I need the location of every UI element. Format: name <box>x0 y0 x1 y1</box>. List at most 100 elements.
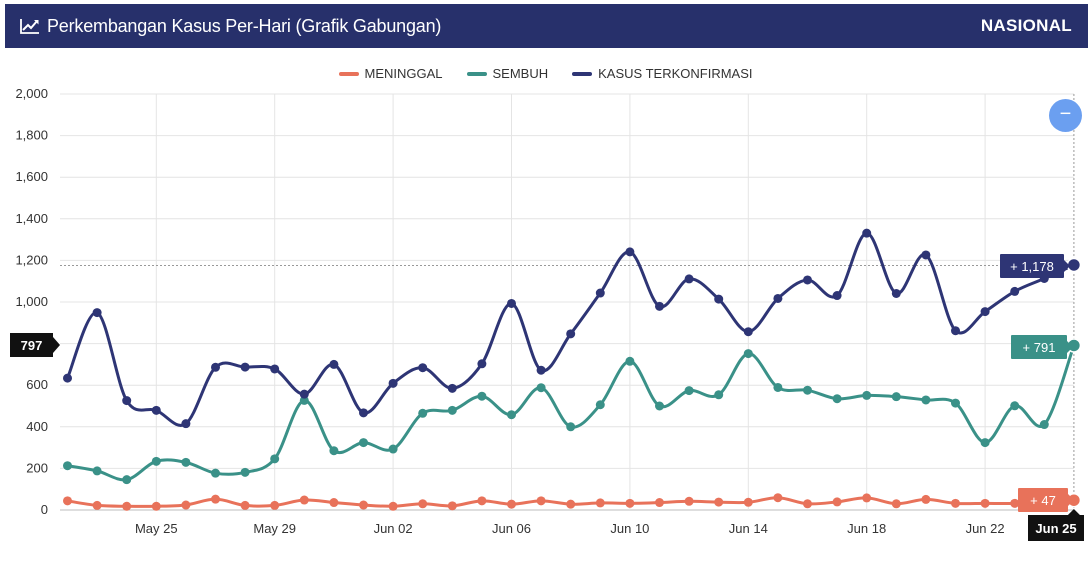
data-point[interactable] <box>507 499 516 509</box>
legend-item-meninggal[interactable]: MENINGGAL <box>338 66 443 81</box>
data-point[interactable] <box>270 500 280 510</box>
data-point[interactable] <box>773 493 783 503</box>
data-point[interactable] <box>684 386 694 396</box>
data-point[interactable] <box>714 390 724 400</box>
data-point[interactable] <box>477 359 487 369</box>
data-point[interactable] <box>1066 257 1082 273</box>
data-point[interactable] <box>1039 420 1049 430</box>
data-point[interactable] <box>980 438 990 448</box>
data-point[interactable] <box>63 496 72 506</box>
data-point[interactable] <box>388 444 398 454</box>
data-point[interactable] <box>122 396 132 406</box>
data-point[interactable] <box>240 467 250 477</box>
data-point[interactable] <box>211 468 220 478</box>
data-point[interactable] <box>921 250 931 260</box>
data-point[interactable] <box>1010 401 1020 411</box>
data-point[interactable] <box>655 498 664 508</box>
data-point[interactable] <box>566 329 576 339</box>
legend-item-kasus[interactable]: KASUS TERKONFIRMASI <box>572 66 752 81</box>
data-point[interactable] <box>211 362 220 372</box>
data-point[interactable] <box>862 493 872 503</box>
data-point[interactable] <box>329 498 339 508</box>
zoom-out-button[interactable]: − <box>1049 99 1082 132</box>
data-point[interactable] <box>832 291 842 301</box>
data-point[interactable] <box>240 500 250 510</box>
data-point[interactable] <box>714 497 724 507</box>
data-point[interactable] <box>595 498 605 508</box>
data-point[interactable] <box>92 308 102 318</box>
data-point[interactable] <box>891 499 901 509</box>
data-point[interactable] <box>862 390 872 400</box>
data-point[interactable] <box>536 383 546 393</box>
data-point[interactable] <box>803 275 812 285</box>
data-point[interactable] <box>832 497 842 507</box>
data-point[interactable] <box>625 356 635 366</box>
data-point[interactable] <box>299 389 309 399</box>
data-point[interactable] <box>862 228 872 238</box>
data-point[interactable] <box>299 495 309 505</box>
data-point[interactable] <box>655 401 664 411</box>
data-point[interactable] <box>329 359 339 369</box>
data-point[interactable] <box>63 461 72 471</box>
data-point[interactable] <box>240 362 250 372</box>
data-point[interactable] <box>151 405 161 415</box>
data-point[interactable] <box>388 501 398 511</box>
data-point[interactable] <box>625 498 635 508</box>
data-point[interactable] <box>595 400 605 410</box>
data-point[interactable] <box>1010 286 1020 296</box>
data-point[interactable] <box>92 466 102 476</box>
data-point[interactable] <box>418 363 428 373</box>
data-point[interactable] <box>151 501 161 511</box>
data-point[interactable] <box>181 419 191 429</box>
data-point[interactable] <box>122 501 132 511</box>
data-point[interactable] <box>270 364 280 374</box>
data-point[interactable] <box>684 496 694 506</box>
data-point[interactable] <box>832 394 842 404</box>
data-point[interactable] <box>773 382 783 392</box>
data-point[interactable] <box>92 500 102 510</box>
data-point[interactable] <box>1010 498 1020 508</box>
data-point[interactable] <box>743 497 753 507</box>
data-point[interactable] <box>388 378 398 388</box>
data-point[interactable] <box>625 247 635 257</box>
data-point[interactable] <box>566 499 576 509</box>
data-point[interactable] <box>151 456 161 466</box>
data-point[interactable] <box>980 307 990 317</box>
data-point[interactable] <box>951 326 960 336</box>
data-point[interactable] <box>803 499 812 509</box>
data-point[interactable] <box>447 383 457 393</box>
data-point[interactable] <box>477 496 487 506</box>
data-point[interactable] <box>359 408 368 418</box>
data-point[interactable] <box>211 494 220 504</box>
data-point[interactable] <box>655 301 664 311</box>
data-point[interactable] <box>595 288 605 298</box>
data-point[interactable] <box>891 288 901 298</box>
data-point[interactable] <box>181 457 191 467</box>
data-point[interactable] <box>891 392 901 402</box>
data-point[interactable] <box>773 293 783 303</box>
data-point[interactable] <box>803 385 812 395</box>
data-point[interactable] <box>921 395 931 405</box>
data-point[interactable] <box>359 500 368 510</box>
data-point[interactable] <box>299 395 309 405</box>
data-point[interactable] <box>507 410 516 420</box>
data-point[interactable] <box>951 398 960 408</box>
data-point[interactable] <box>921 494 931 504</box>
data-point[interactable] <box>536 496 546 506</box>
data-point[interactable] <box>418 408 428 418</box>
data-point[interactable] <box>743 327 753 337</box>
data-point[interactable] <box>980 498 990 508</box>
data-point[interactable] <box>270 454 280 464</box>
data-point[interactable] <box>181 500 191 510</box>
data-point[interactable] <box>447 501 457 511</box>
data-point[interactable] <box>63 373 72 383</box>
data-point[interactable] <box>507 298 516 308</box>
data-point[interactable] <box>536 365 546 375</box>
data-point[interactable] <box>714 294 724 304</box>
data-point[interactable] <box>684 274 694 284</box>
data-point[interactable] <box>477 391 487 401</box>
data-point[interactable] <box>359 438 368 448</box>
data-point[interactable] <box>566 422 576 432</box>
data-point[interactable] <box>743 349 753 359</box>
